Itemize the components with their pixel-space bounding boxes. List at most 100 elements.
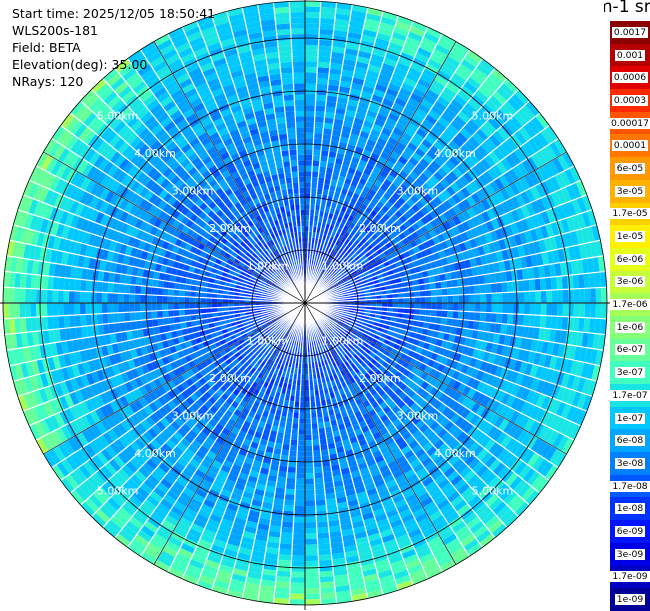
range-gate-cell xyxy=(305,188,311,194)
range-gate-cell xyxy=(141,311,147,320)
range-gate-cell xyxy=(297,155,305,161)
range-gate-cell xyxy=(573,317,580,332)
range-gate-cell xyxy=(276,576,291,583)
range-gate-cell xyxy=(280,538,293,544)
range-gate-cell xyxy=(298,424,305,430)
range-gate-cell xyxy=(129,303,135,312)
range-gate-cell xyxy=(168,303,174,310)
range-gate-cell xyxy=(278,554,292,561)
range-gate-cell xyxy=(317,538,330,544)
range-gate-cell xyxy=(305,478,314,484)
range-gate-cell xyxy=(298,166,305,172)
range-gate-cell xyxy=(292,61,305,67)
range-gate-cell xyxy=(534,315,540,328)
range-gate-cell xyxy=(97,281,103,292)
range-gate-cell xyxy=(318,554,332,561)
range-gate-cell xyxy=(130,285,136,294)
range-gate-cell xyxy=(69,278,75,291)
range-gate-cell xyxy=(290,445,298,451)
range-gate-cell xyxy=(151,295,157,303)
range-gate-cell xyxy=(452,311,458,319)
range-gate-cell xyxy=(305,413,311,419)
range-gate-cell xyxy=(574,303,580,317)
range-gate-cell xyxy=(86,314,92,326)
range-gate-cell xyxy=(312,440,320,446)
range-gate-cell xyxy=(107,303,113,313)
range-gate-cell xyxy=(31,317,38,332)
range-gate-cell xyxy=(296,133,305,139)
range-gate-cell xyxy=(279,549,292,556)
range-gate-cell xyxy=(523,314,529,326)
range-gate-cell xyxy=(448,303,454,311)
range-gate-cell xyxy=(135,294,141,303)
range-gate-cell xyxy=(305,550,318,556)
range-gate-cell xyxy=(305,517,316,523)
range-gate-cell xyxy=(276,571,291,578)
range-gate-cell xyxy=(296,138,305,144)
range-gate-cell xyxy=(75,279,81,291)
range-gate-cell xyxy=(47,289,53,303)
range-gate-cell xyxy=(442,310,448,318)
range-gate-cell xyxy=(305,166,312,172)
range-gate-cell xyxy=(305,67,317,73)
range-gate-cell xyxy=(290,160,298,166)
range-gate-cell xyxy=(463,311,469,320)
range-gate-cell xyxy=(436,310,442,317)
range-gate-cell xyxy=(290,17,305,23)
range-gate-cell xyxy=(140,294,146,303)
range-gate-cell xyxy=(277,565,291,572)
range-gate-cell xyxy=(47,276,54,290)
range-gate-cell xyxy=(305,61,318,67)
range-gate-cell xyxy=(294,500,305,506)
range-gate-cell xyxy=(507,314,513,325)
range-gate-cell xyxy=(19,288,25,303)
range-gate-cell xyxy=(305,171,312,177)
range-gate-cell xyxy=(305,495,315,501)
range-gate-cell xyxy=(305,418,311,424)
range-gate-cell xyxy=(293,533,305,539)
range-gate-cell xyxy=(579,303,585,318)
range-gate-cell xyxy=(281,73,293,79)
range-gate-cell xyxy=(291,45,305,51)
range-gate-cell xyxy=(108,313,114,324)
range-gate-cell xyxy=(119,283,125,293)
range-gate-cell xyxy=(305,127,314,133)
range-gate-cell xyxy=(296,478,305,484)
range-gate-cell xyxy=(464,303,470,312)
range-gate-cell xyxy=(316,521,328,527)
range-gate-cell xyxy=(291,555,305,561)
range-gate-cell xyxy=(297,149,305,155)
range-gate-cell xyxy=(282,516,294,522)
range-gate-cell xyxy=(286,122,296,128)
range-gate-cell xyxy=(288,139,297,145)
range-gate-cell xyxy=(58,290,64,303)
range-gate-cell xyxy=(140,303,146,312)
range-gate-cell xyxy=(305,155,313,161)
range-gate-cell xyxy=(281,521,293,527)
range-gate-cell xyxy=(475,303,481,312)
range-gate-cell xyxy=(562,317,569,331)
range-gate-cell xyxy=(316,505,327,511)
range-gate-cell xyxy=(293,528,305,534)
range-gate-cell xyxy=(25,317,32,332)
range-gate-cell xyxy=(118,303,124,313)
range-gate-cell xyxy=(297,446,305,452)
range-gate-cell xyxy=(280,67,293,73)
range-gate-cell xyxy=(601,303,607,319)
range-gate-cell xyxy=(284,494,295,500)
range-gate-cell xyxy=(530,303,536,315)
range-gate-cell xyxy=(305,511,316,517)
range-gate-cell xyxy=(295,116,305,122)
range-gate-cell xyxy=(25,288,31,303)
range-gate-cell xyxy=(14,303,20,318)
range-gate-cell xyxy=(287,133,296,139)
range-gate-cell xyxy=(305,435,312,441)
range-gate-cell xyxy=(322,466,331,473)
range-gate-cell xyxy=(124,312,130,322)
range-gate-cell xyxy=(319,571,334,578)
range-gate-cell xyxy=(305,149,313,155)
range-gate-cell xyxy=(305,462,314,468)
range-gate-cell xyxy=(314,467,323,473)
range-gate-cell xyxy=(305,468,314,474)
range-gate-cell xyxy=(162,303,168,310)
